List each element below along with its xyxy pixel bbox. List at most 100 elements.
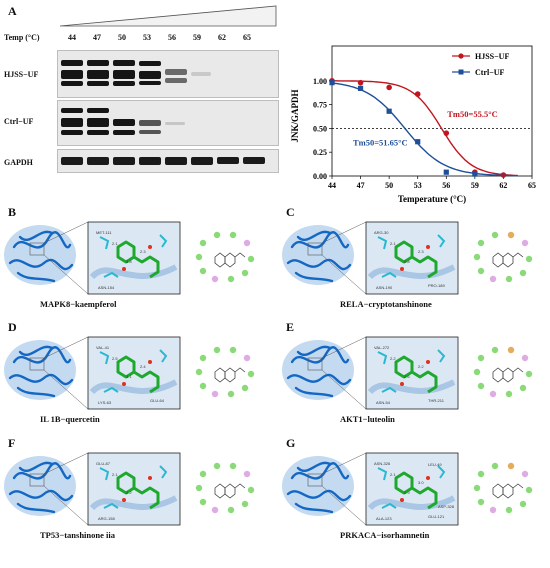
interaction-residue: [241, 500, 249, 508]
ribbon-strand: [286, 258, 352, 271]
ligand-chain: [411, 255, 438, 279]
residue-label: ASN-326: [374, 461, 391, 466]
oxygen-atom: [426, 360, 430, 364]
chart-frame: [331, 45, 533, 177]
series-curve-hjss: [332, 80, 518, 177]
interaction-residue: [211, 390, 219, 398]
row-label-ctrl: Ctrl−UF: [4, 117, 34, 126]
data-point: [472, 171, 478, 177]
panel-c-label: C: [286, 205, 295, 219]
y-tick-label: 0.25: [313, 148, 327, 157]
residue-stick: [377, 236, 388, 250]
data-point: [443, 130, 450, 136]
row-label-hjss: HJSS−UF: [4, 70, 39, 79]
ligand-structure: [394, 240, 438, 279]
interaction-residue: [243, 239, 251, 247]
ligand-2d-structure: [492, 367, 524, 383]
residue-label: VAL-41: [96, 345, 110, 350]
temp-label: 50: [118, 33, 126, 42]
residue-label: PRO-189: [428, 283, 445, 288]
row-label-gapdh: GAPDH: [4, 158, 33, 167]
residue-stick: [381, 271, 397, 278]
residue-label: MET-111: [96, 230, 112, 235]
x-tick-label: 62: [499, 181, 507, 190]
temp-label: 44: [68, 33, 76, 42]
ribbon-strand: [18, 230, 54, 241]
binding-site-box: [29, 242, 45, 256]
interaction-residue: [477, 239, 485, 247]
residue-stick: [99, 467, 110, 481]
ring-2d: [492, 483, 504, 499]
zoom-line: [321, 452, 367, 475]
temperature-gradient-wedge: [59, 5, 277, 27]
y-axis-label: JNK/GAPDH: [290, 90, 300, 143]
ligand-structure: [394, 471, 438, 510]
residue-stick: [377, 467, 388, 481]
hbond-distance: 3.1: [126, 374, 132, 379]
residue-stick: [437, 465, 446, 479]
x-tick-label: 56: [442, 181, 450, 190]
interaction-residue: [505, 506, 513, 514]
residue-sticks: [377, 465, 446, 509]
ribbon-strand: [12, 346, 72, 364]
y-tick-label: 1.00: [313, 77, 327, 86]
ligand-chain: [133, 370, 160, 394]
ring-2d: [512, 367, 524, 373]
ligand-2d-structure: [492, 483, 524, 499]
interaction-residue: [473, 368, 481, 376]
panel-g-caption: PRKACA−isorhamnetin: [340, 530, 430, 540]
temp-label: 65: [243, 33, 251, 42]
hbond-distance: 2.1: [390, 241, 396, 246]
blot-ctrl-uf: [57, 100, 279, 146]
ribbon-strand: [12, 462, 72, 480]
ribbon-strand: [8, 489, 74, 502]
blot-hjss-uf: [57, 50, 279, 98]
hbond-distance: 3.0: [418, 480, 424, 485]
x-tick-label: 50: [385, 181, 393, 190]
ligand-structure: [116, 355, 160, 394]
interaction-residue: [199, 498, 207, 506]
legend-label: HJSS−UF: [475, 52, 509, 61]
ribbon-strand: [12, 231, 72, 249]
hbond-distance: 2.3: [140, 249, 146, 254]
protein-ribbon: [286, 345, 352, 398]
interaction-residue: [227, 275, 235, 283]
interaction-residue: [243, 470, 251, 478]
residue-stick: [103, 386, 119, 393]
oxygen-atom: [122, 267, 126, 271]
panel-a-label: A: [8, 4, 17, 18]
residue-stick: [99, 236, 110, 250]
interaction-residue: [211, 506, 219, 514]
y-tick-label: 0.00: [313, 172, 327, 181]
residue-stick: [103, 502, 119, 509]
ribbon-strand: [294, 386, 334, 398]
hbond-distance: 2.2: [390, 356, 396, 361]
residue-label: ASP-328: [438, 504, 455, 509]
x-tick-label: 59: [471, 181, 479, 190]
zoom-line: [43, 485, 89, 526]
ring-2d: [502, 483, 514, 499]
ligand-2d-structure: [214, 367, 246, 383]
ligand-2d-structure: [214, 252, 246, 268]
ring-2d: [214, 367, 226, 383]
interaction-residue: [199, 470, 207, 478]
oxygen-atom: [148, 360, 152, 364]
panel-f-caption: TP53−tanshinone iia: [40, 530, 115, 540]
panel-c-caption: RELA−cryptotanshinone: [340, 299, 432, 309]
residue-label: ARG-30: [374, 230, 389, 235]
zoom-line: [43, 254, 89, 295]
blot-gapdh: [57, 149, 279, 173]
zoom-line: [43, 336, 89, 359]
zoom-line: [321, 485, 367, 526]
panel-d-label: D: [8, 320, 17, 334]
temp-label: 53: [143, 33, 151, 42]
residue-sticks: [377, 349, 446, 393]
panel-e-label: E: [286, 320, 295, 334]
panel-b-label: B: [8, 205, 17, 219]
interaction-residue: [229, 462, 237, 470]
protein-ribbon: [8, 461, 74, 514]
oxygen-atom: [426, 245, 430, 249]
interaction-residue: [243, 354, 251, 362]
pocket-background-ribbon: [89, 495, 178, 511]
annotation-ctrl-tm50: Tm50=51.65°C: [353, 138, 408, 148]
